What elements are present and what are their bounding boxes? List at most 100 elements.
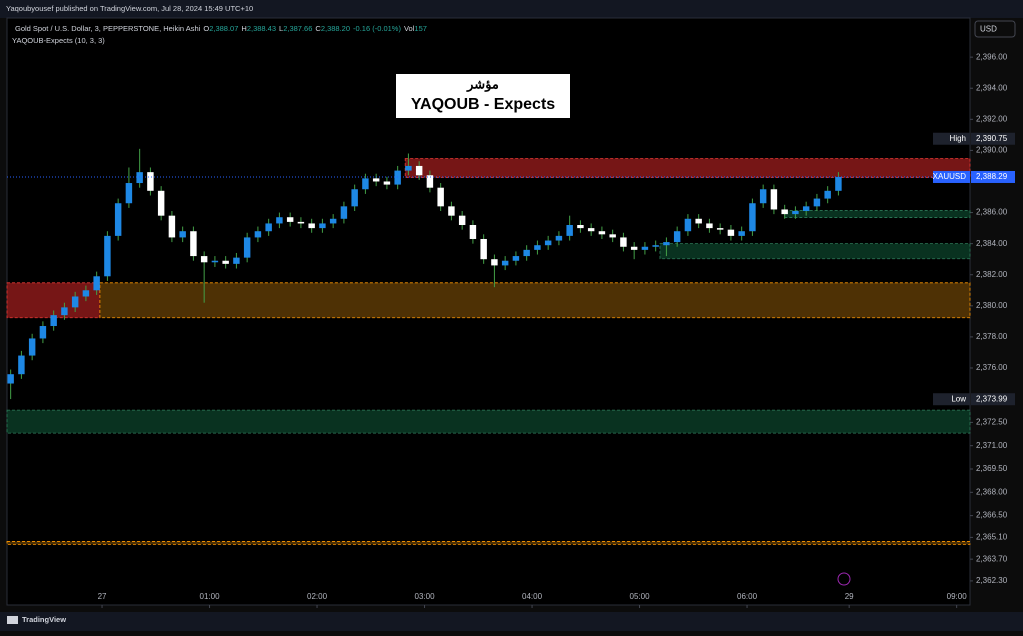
price-tag-name: Low <box>951 394 966 403</box>
candle-body <box>297 221 305 224</box>
candle-body <box>243 237 251 258</box>
ohlc-value: 2,388.07 <box>209 24 238 33</box>
candle-body <box>211 260 219 263</box>
price-tag: 2,388.29 <box>976 172 1008 181</box>
x-tick-label: 27 <box>98 592 107 601</box>
y-tick-label: 2,392.00 <box>976 114 1008 123</box>
candle-body <box>39 326 47 339</box>
y-tick-label: 2,380.00 <box>976 301 1008 310</box>
zone <box>784 210 971 218</box>
candle-body <box>383 181 391 185</box>
candle-body <box>469 224 477 239</box>
candle-body <box>792 211 799 215</box>
volume: 157 <box>414 24 427 33</box>
y-tick-label: 2,368.00 <box>976 487 1008 496</box>
candle-body <box>802 206 810 212</box>
candle-body <box>114 203 122 236</box>
y-tick-label: 2,362.30 <box>976 576 1008 585</box>
candle-body <box>93 276 100 291</box>
x-tick-label: 29 <box>845 592 854 601</box>
y-tick-label: 2,396.00 <box>976 52 1008 61</box>
candle-body <box>663 242 670 246</box>
candle-body <box>458 215 466 225</box>
candle-body <box>415 165 423 176</box>
ohlc-value: 2,388.43 <box>247 24 276 33</box>
price-tag-bg <box>971 132 1015 145</box>
candle-body <box>351 189 358 207</box>
brand-logo <box>7 616 18 624</box>
candle-body <box>813 198 821 207</box>
price-tag-name-bg <box>933 170 970 183</box>
candle-body <box>276 217 283 224</box>
candle-body <box>426 175 434 188</box>
indicator: YAQOUB-Expects (10, 3, 3) <box>12 36 105 45</box>
candle-body <box>265 223 272 232</box>
candle-body <box>727 229 735 236</box>
currency-button[interactable] <box>974 20 1016 38</box>
chart-title: YAQOUB - Expects <box>411 96 555 113</box>
candle-body <box>555 235 563 241</box>
price-tag-bg <box>971 393 1015 406</box>
event-icon[interactable] <box>837 572 851 586</box>
publisher: Yaqoubyousef published on TradingView.co… <box>6 4 253 13</box>
price-tag-name-bg <box>933 132 970 145</box>
y-tick-label: 2,386.00 <box>976 208 1008 217</box>
candle-body <box>501 260 509 266</box>
zone <box>404 158 971 178</box>
y-tick-label: 2,366.50 <box>976 511 1008 520</box>
candle-body <box>71 296 79 308</box>
price-tag-name-bg <box>933 393 970 406</box>
volume-key: Vol <box>404 24 415 33</box>
x-tick-label: 02:00 <box>307 592 328 601</box>
candle-body <box>190 231 197 257</box>
x-tick-label: 01:00 <box>200 592 221 601</box>
zone <box>659 243 971 260</box>
currency[interactable]: USD <box>980 25 997 34</box>
x-tick-label: 04:00 <box>522 592 543 601</box>
candle-body <box>824 190 831 199</box>
y-tick-label: 2,382.00 <box>976 270 1008 279</box>
candle-body <box>147 172 154 191</box>
brand: TradingView <box>22 615 66 624</box>
top-bar <box>0 0 1023 18</box>
candle-body <box>405 165 412 171</box>
x-tick-label: 03:00 <box>415 592 436 601</box>
ohlc-key: L <box>279 24 283 33</box>
candle-body <box>448 206 455 216</box>
candle-body <box>781 209 788 215</box>
candle-body <box>620 237 627 247</box>
title-arabic: مؤشر <box>466 76 499 92</box>
candle-body <box>480 238 487 260</box>
bottom-bar <box>0 612 1023 631</box>
candle-body <box>136 172 143 184</box>
candle-body <box>61 307 68 316</box>
price-tag-bg <box>971 170 1015 183</box>
candle-body <box>437 187 444 207</box>
candle-body <box>770 189 778 210</box>
candle-body <box>673 231 681 243</box>
candle-body <box>523 249 530 257</box>
candle-body <box>630 246 638 250</box>
price-tag: 2,373.99 <box>976 394 1008 403</box>
candle-body <box>598 231 606 235</box>
y-tick-label: 2,394.00 <box>976 83 1008 92</box>
chart-layer: 2,396.00 2,394.00 2,392.00 2,390.00 2,386.00… <box>6 52 1015 608</box>
candle-body <box>577 224 584 229</box>
candle-body <box>157 190 165 216</box>
change: -0.16 (-0.01%) <box>353 24 401 33</box>
y-tick-label: 2,378.00 <box>976 332 1008 341</box>
candle-body <box>7 374 14 384</box>
y-tick-label: 2,384.00 <box>976 239 1008 248</box>
y-tick-label: 2,372.50 <box>976 417 1008 426</box>
y-tick-label: 2,365.10 <box>976 533 1008 542</box>
candle-body <box>534 245 541 250</box>
x-tick-label: 09:00 <box>947 592 968 601</box>
title-box <box>396 74 570 118</box>
ohlc-value: 2,388.20 <box>321 24 350 33</box>
zone <box>99 282 971 319</box>
candle-body <box>491 259 498 266</box>
candle-body <box>738 231 745 236</box>
candle-body <box>652 245 659 247</box>
candle-body <box>835 176 842 191</box>
